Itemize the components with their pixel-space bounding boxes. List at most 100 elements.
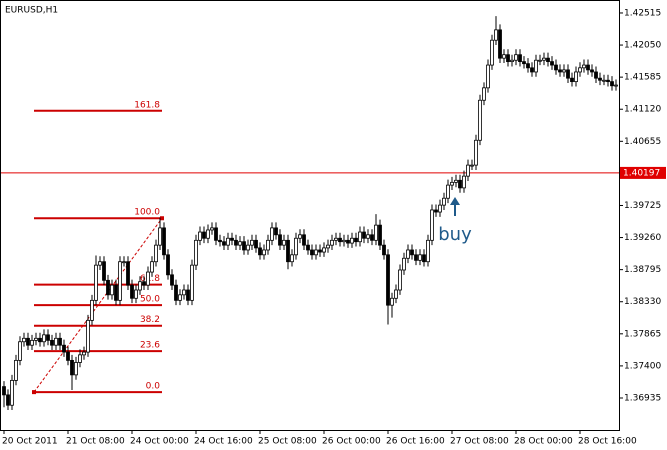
x-tick-label: 20 Oct 2011	[2, 437, 58, 447]
candle-body	[142, 281, 146, 286]
candle-body	[490, 39, 494, 66]
candle-body	[126, 261, 130, 286]
candle-body	[314, 249, 318, 256]
x-tick-label: 27 Oct 08:00	[450, 437, 509, 447]
candle-body	[522, 61, 526, 65]
candle-body	[10, 379, 14, 406]
fibo-label: 0.0	[146, 382, 161, 392]
x-tick-label: 24 Oct 00:00	[130, 437, 189, 447]
candle-body	[122, 261, 126, 264]
candle-body	[510, 59, 514, 63]
candle-body	[346, 239, 350, 244]
candle-body	[294, 237, 298, 256]
candle-body	[342, 239, 346, 243]
y-tick-label: 1.38330	[624, 297, 661, 307]
chart-title: EURUSD,H1	[5, 6, 58, 16]
candle-body	[418, 254, 422, 261]
candle-body	[6, 394, 10, 406]
candle-body	[182, 289, 186, 296]
candle-body	[394, 289, 398, 299]
y-tick-label: 1.37400	[624, 361, 661, 371]
candle-body	[602, 79, 606, 82]
candle-body	[286, 239, 290, 263]
candle-body	[386, 254, 390, 306]
candle-body	[546, 57, 550, 63]
candle-body	[534, 59, 538, 73]
candle-body	[206, 229, 210, 239]
candle-body	[538, 59, 542, 62]
candle-body	[166, 254, 170, 276]
candle-body	[246, 244, 250, 251]
plot-frame	[0, 0, 620, 431]
candle-body	[278, 234, 282, 246]
candle-body	[282, 239, 286, 246]
candle-body	[390, 297, 394, 306]
candle-body	[434, 209, 438, 213]
y-tick-label: 1.40655	[624, 137, 661, 147]
candle-body	[202, 231, 206, 239]
candle-body	[290, 254, 294, 263]
candle-body	[514, 54, 518, 61]
fibo-anchor	[160, 216, 164, 221]
candle-body	[82, 351, 86, 356]
x-tick-label: 26 Oct 00:00	[322, 437, 381, 447]
candle-body	[250, 239, 254, 246]
y-tick-label: 1.42050	[624, 41, 661, 51]
candle-body	[90, 299, 94, 321]
candle-body	[426, 239, 430, 263]
fibo-label: 61.8	[140, 274, 160, 284]
candle-body	[578, 67, 582, 73]
candle-body	[398, 269, 402, 291]
annotation-text: buy	[438, 224, 472, 245]
candle-body	[330, 239, 334, 246]
candle-body	[310, 249, 314, 256]
fibo-label: 38.2	[140, 315, 160, 325]
candle-body	[26, 337, 30, 346]
candle-body	[378, 224, 382, 246]
candle-body	[334, 237, 338, 241]
candle-body	[414, 254, 418, 261]
candle-body	[422, 254, 426, 263]
candle-body	[610, 81, 614, 87]
candle-body	[582, 64, 586, 69]
x-tick-label: 21 Oct 08:00	[66, 437, 125, 447]
candle-body	[2, 386, 6, 396]
candle-body	[322, 247, 326, 253]
candle-body	[498, 29, 502, 59]
candle-body	[574, 71, 578, 83]
candle-body	[106, 279, 110, 296]
candle-body	[178, 294, 182, 301]
candle-body	[242, 241, 246, 251]
annotation-arrowhead	[450, 197, 460, 205]
candle-body	[530, 67, 534, 73]
y-tick-label: 1.37865	[624, 329, 661, 339]
candle-body	[138, 281, 142, 291]
candle-body	[174, 284, 178, 301]
candle-body	[554, 64, 558, 71]
candle-body	[130, 284, 134, 299]
candle-body	[234, 239, 238, 246]
candle-body	[442, 197, 446, 206]
candle-body	[454, 179, 458, 183]
candle-body	[446, 184, 450, 199]
candle-body	[58, 337, 62, 346]
candle-body	[198, 231, 202, 241]
candle-body	[562, 69, 566, 73]
candle-body	[50, 339, 54, 346]
candle-body	[402, 257, 406, 271]
candle-body	[406, 249, 410, 259]
candle-body	[210, 227, 214, 231]
candle-body	[550, 61, 554, 66]
candle-body	[494, 29, 498, 41]
candle-body	[118, 261, 122, 301]
candle-body	[222, 241, 226, 246]
candle-body	[150, 261, 154, 273]
candle-body	[374, 224, 378, 241]
x-tick-label: 28 Oct 16:00	[578, 437, 637, 447]
fibo-label: 50.0	[140, 295, 160, 305]
candle-body	[110, 284, 114, 296]
candle-body	[430, 209, 434, 241]
fibo-anchor	[32, 390, 36, 395]
x-tick-label: 28 Oct 00:00	[514, 437, 573, 447]
fibo-label: 100.0	[134, 208, 160, 218]
